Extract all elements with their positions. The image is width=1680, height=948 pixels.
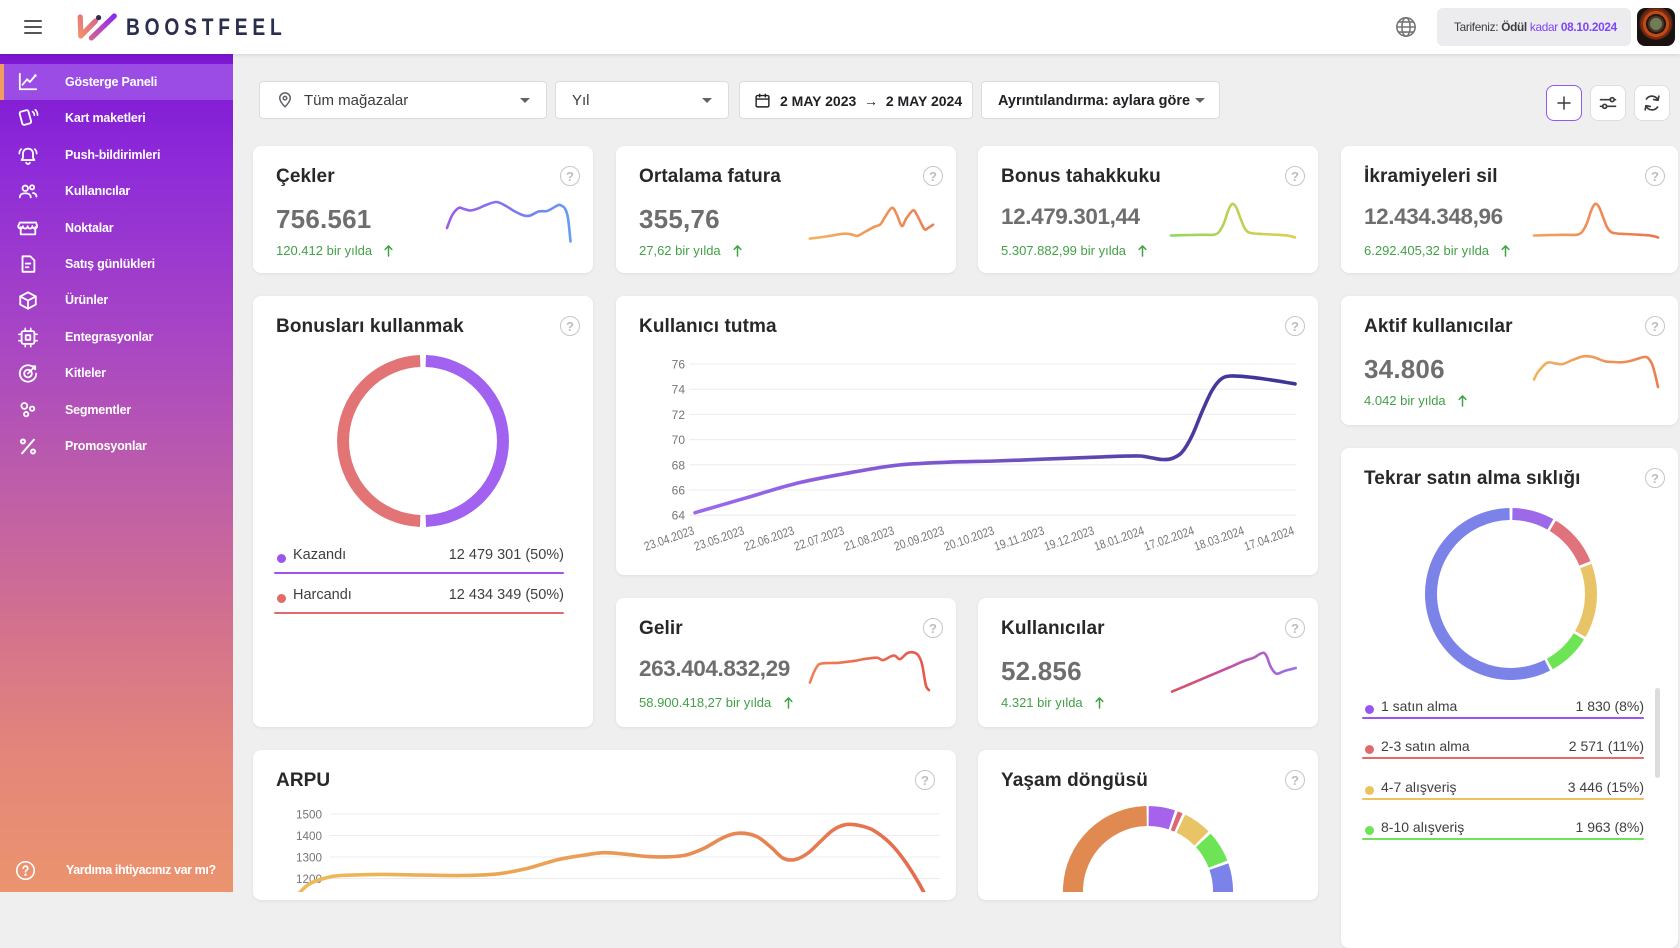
svg-text:76: 76 bbox=[672, 358, 686, 372]
svg-text:19.11.2023: 19.11.2023 bbox=[992, 524, 1046, 554]
svg-text:22.06.2023: 22.06.2023 bbox=[742, 524, 796, 554]
svg-text:19.12.2023: 19.12.2023 bbox=[1042, 524, 1096, 554]
svg-text:1500: 1500 bbox=[296, 808, 322, 822]
svg-text:21.08.2023: 21.08.2023 bbox=[842, 524, 896, 554]
svg-text:17.02.2024: 17.02.2024 bbox=[1142, 524, 1196, 554]
svg-text:20.09.2023: 20.09.2023 bbox=[892, 524, 946, 554]
svg-text:23.04.2023: 23.04.2023 bbox=[642, 524, 696, 554]
svg-text:72: 72 bbox=[672, 408, 686, 422]
svg-text:22.07.2023: 22.07.2023 bbox=[792, 524, 846, 554]
svg-text:1400: 1400 bbox=[296, 829, 322, 843]
svg-text:1300: 1300 bbox=[296, 851, 322, 865]
svg-text:20.10.2023: 20.10.2023 bbox=[942, 524, 996, 554]
svg-text:68: 68 bbox=[672, 458, 686, 472]
svg-text:18.03.2024: 18.03.2024 bbox=[1192, 524, 1246, 554]
svg-text:17.04.2024: 17.04.2024 bbox=[1242, 524, 1296, 554]
svg-text:74: 74 bbox=[672, 383, 686, 397]
svg-text:70: 70 bbox=[672, 433, 686, 447]
svg-text:66: 66 bbox=[672, 484, 686, 498]
svg-text:18.01.2024: 18.01.2024 bbox=[1092, 524, 1146, 554]
svg-text:23.05.2023: 23.05.2023 bbox=[692, 524, 746, 554]
svg-text:64: 64 bbox=[672, 509, 686, 523]
